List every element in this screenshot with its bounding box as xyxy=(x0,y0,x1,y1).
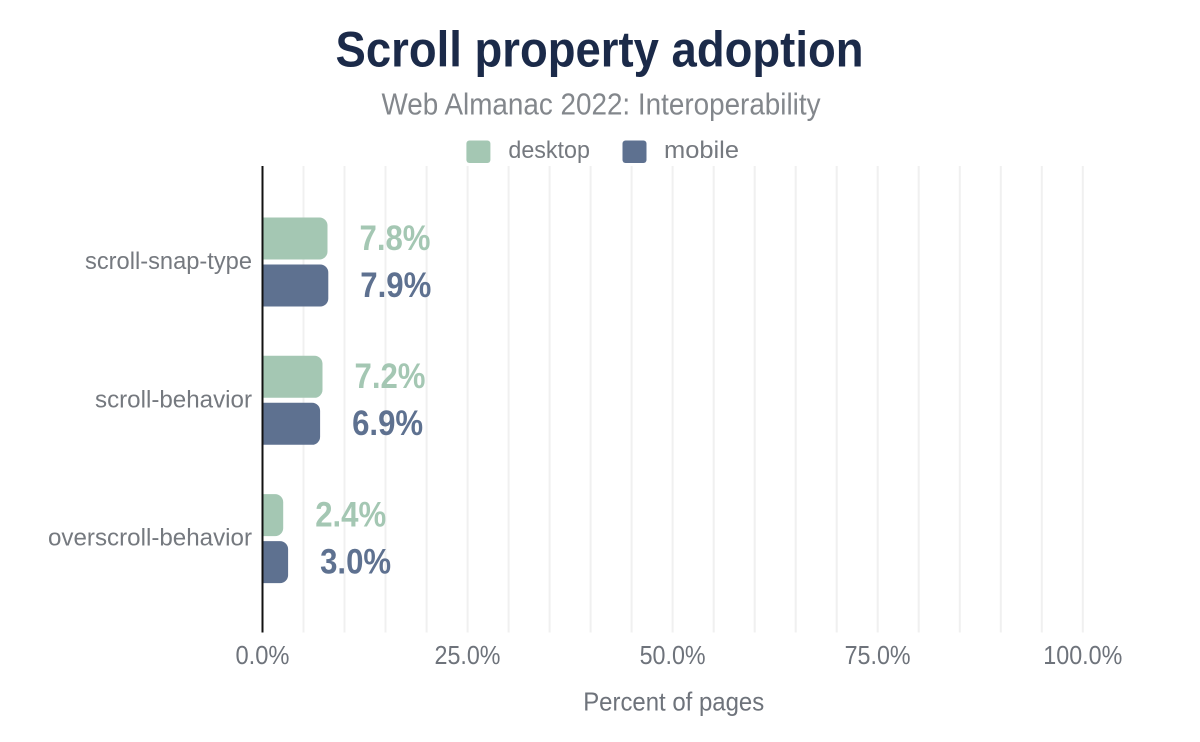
svg-text:2.4%: 2.4% xyxy=(315,495,386,534)
svg-text:overscroll-behavior: overscroll-behavior xyxy=(48,525,252,552)
svg-text:Percent of pages: Percent of pages xyxy=(583,687,764,717)
svg-text:3.0%: 3.0% xyxy=(320,542,391,581)
svg-text:100.0%: 100.0% xyxy=(1043,640,1122,670)
svg-text:7.2%: 7.2% xyxy=(355,357,426,396)
svg-text:Scroll property adoption: Scroll property adoption xyxy=(336,22,864,78)
svg-text:75.0%: 75.0% xyxy=(845,640,911,670)
svg-text:7.9%: 7.9% xyxy=(360,266,431,305)
svg-text:7.8%: 7.8% xyxy=(360,219,431,258)
svg-text:25.0%: 25.0% xyxy=(435,640,501,670)
svg-text:6.9%: 6.9% xyxy=(352,404,423,443)
svg-text:scroll-snap-type: scroll-snap-type xyxy=(85,248,252,275)
svg-text:50.0%: 50.0% xyxy=(640,640,706,670)
svg-text:desktop: desktop xyxy=(508,137,590,164)
svg-text:scroll-behavior: scroll-behavior xyxy=(95,386,252,413)
svg-text:0.0%: 0.0% xyxy=(236,640,290,670)
svg-text:Web Almanac 2022: Interoperabi: Web Almanac 2022: Interoperability xyxy=(382,87,821,122)
svg-text:mobile: mobile xyxy=(664,137,739,164)
